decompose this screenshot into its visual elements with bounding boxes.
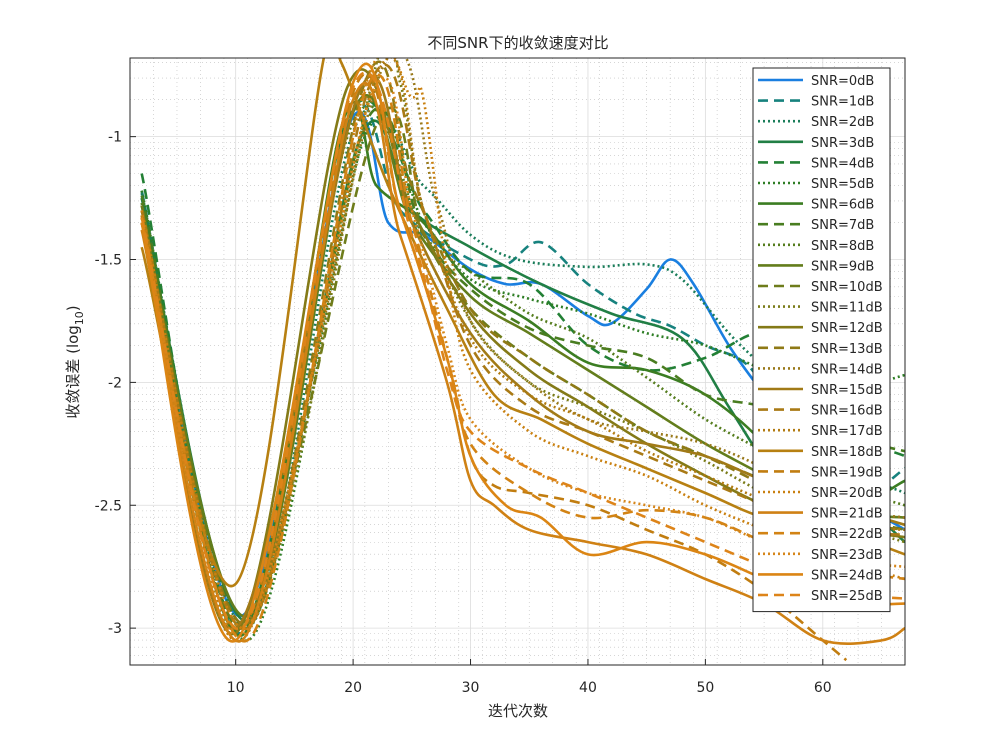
y-tick-label: -2 — [108, 375, 122, 391]
y-axis-label: 收敛误差 (log10) — [64, 305, 86, 418]
legend-label: SNR=17dB — [811, 424, 883, 439]
series-line-snr-16db — [140, 63, 905, 631]
legend-label: SNR=16dB — [811, 404, 883, 419]
legend-label: SNR=3dB — [811, 136, 874, 151]
y-tick-label: -3 — [108, 621, 122, 637]
x-tick-label: 50 — [696, 680, 714, 696]
series-line-snr-18db — [140, 58, 905, 588]
legend-label: SNR=19dB — [811, 465, 883, 480]
legend: SNR=0dB SNR=1dB SNR=2dB SNR=3dB SNR=4dB SNR=5… — [752, 67, 891, 613]
axes-frame — [129, 57, 906, 666]
legend-label: SNR=0dB — [811, 74, 874, 89]
legend-label: SNR=4dB — [811, 156, 874, 171]
legend-label: SNR=24dB — [811, 568, 883, 583]
y-axis-label-main: 收敛误差 (log — [64, 325, 82, 419]
legend-label: SNR=25dB — [811, 589, 883, 604]
legend-label: SNR=6dB — [811, 198, 874, 213]
legend-label: SNR=13dB — [811, 342, 883, 357]
legend-label: SNR=15dB — [811, 383, 883, 398]
legend-label: SNR=22dB — [811, 527, 883, 542]
series-line-snr-25db — [140, 71, 905, 631]
legend-label: SNR=9dB — [811, 259, 874, 274]
legend-box — [752, 67, 891, 613]
series-line-snr-20db — [140, 58, 905, 630]
y-axis-label-subscript: 10 — [73, 311, 86, 325]
x-axis-label: 迭代次数 — [488, 702, 548, 720]
legend-label: SNR=2dB — [811, 115, 874, 130]
chart-title: 不同SNR下的收敛速度对比 — [427, 34, 608, 52]
legend-label: SNR=1dB — [811, 95, 874, 110]
series-line-snr-7db — [140, 106, 905, 628]
legend-label: SNR=23dB — [811, 548, 883, 563]
series-line-snr-13db — [140, 60, 905, 626]
series-line-snr-24db — [140, 62, 905, 643]
x-tick-label: 10 — [227, 680, 245, 696]
y-tick-label: -1 — [108, 130, 122, 146]
legend-label: SNR=14dB — [811, 362, 883, 377]
x-tick-label: 60 — [814, 680, 832, 696]
legend-label: SNR=21dB — [811, 507, 883, 522]
series-line-snr-14db — [140, 58, 905, 631]
legend-label: SNR=10dB — [811, 280, 883, 295]
y-axis-label-close: ) — [64, 305, 82, 311]
x-tick-label: 20 — [344, 680, 362, 696]
x-axis-ticks: 10 20 30 40 50 60 — [227, 659, 832, 696]
legend-label: SNR=18dB — [811, 445, 883, 460]
legend-label: SNR=12dB — [811, 321, 883, 336]
x-tick-label: 40 — [579, 680, 597, 696]
y-axis-ticks: -1 -1.5 -2 -2.5 -3 — [95, 130, 136, 637]
x-tick-label: 30 — [462, 680, 480, 696]
legend-label: SNR=8dB — [811, 239, 874, 254]
legend-label: SNR=7dB — [811, 218, 874, 233]
y-tick-label: -1.5 — [95, 253, 122, 269]
legend-label: SNR=20dB — [811, 486, 883, 501]
legend-label: SNR=11dB — [811, 301, 883, 316]
series-line-snr-23db — [140, 76, 905, 638]
y-tick-label: -2.5 — [95, 498, 122, 514]
legend-label: SNR=5dB — [811, 177, 874, 192]
